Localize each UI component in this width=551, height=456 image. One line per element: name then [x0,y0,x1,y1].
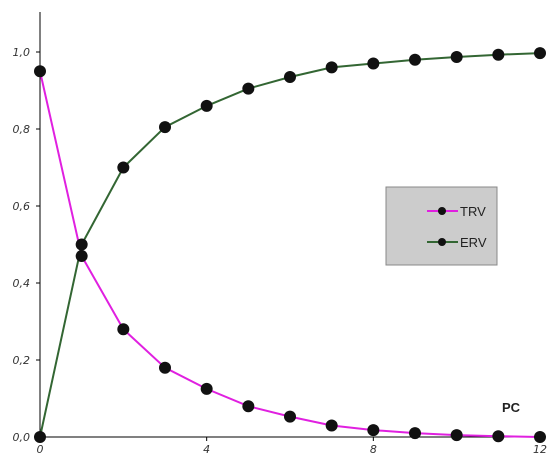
data-point-erv [450,51,463,64]
x-tick-label: 4 [203,443,210,456]
x-tick-label: 0 [37,443,44,456]
data-point-trv [159,361,171,374]
legend-label-erv: ERV [460,235,487,250]
data-point-trv [367,424,380,437]
legend-box [385,186,498,266]
y-tick-label: 0,0 [13,431,31,444]
data-point-trv [200,382,213,395]
y-tick-label: 0,2 [13,354,31,367]
x-axis-label: PC [502,400,521,415]
data-point-trv [242,400,255,413]
data-point-erv [117,161,130,174]
data-point-erv [492,48,505,61]
data-point-trv [117,323,130,336]
data-point-trv [34,65,46,78]
data-point-erv [325,61,338,74]
y-tick-label: 1,0 [13,46,31,59]
data-point-erv [75,238,88,251]
x-tick-label: 8 [370,443,377,456]
legend-marker-trv [438,207,446,215]
data-point-erv [367,57,380,70]
data-point-erv [200,99,213,112]
x-tick-label: 12 [533,443,547,456]
y-tick-label: 0,4 [13,277,31,290]
data-point-trv [492,430,505,443]
y-tick-label: 0,6 [13,200,31,213]
x-ticks: 0 4 8 12 [37,437,547,456]
data-point-trv [284,410,296,423]
data-point-trv [409,427,421,440]
y-ticks: 0,0 0,2 0,4 0,6 0,8 1,0 [13,46,40,444]
legend-label-trv: TRV [460,204,486,219]
data-point-trv [534,431,546,443]
data-point-erv [159,121,171,134]
legend: TRV ERV [385,186,498,266]
data-point-erv [34,431,46,443]
data-point-erv [534,47,546,60]
data-point-trv [450,429,463,442]
data-point-trv [325,419,338,432]
legend-marker-erv [438,238,446,246]
data-point-erv [242,82,255,95]
data-point-erv [284,71,296,84]
y-tick-label: 0,8 [13,123,31,136]
series-points [34,47,546,443]
data-point-trv [75,250,88,263]
data-point-erv [409,53,421,66]
